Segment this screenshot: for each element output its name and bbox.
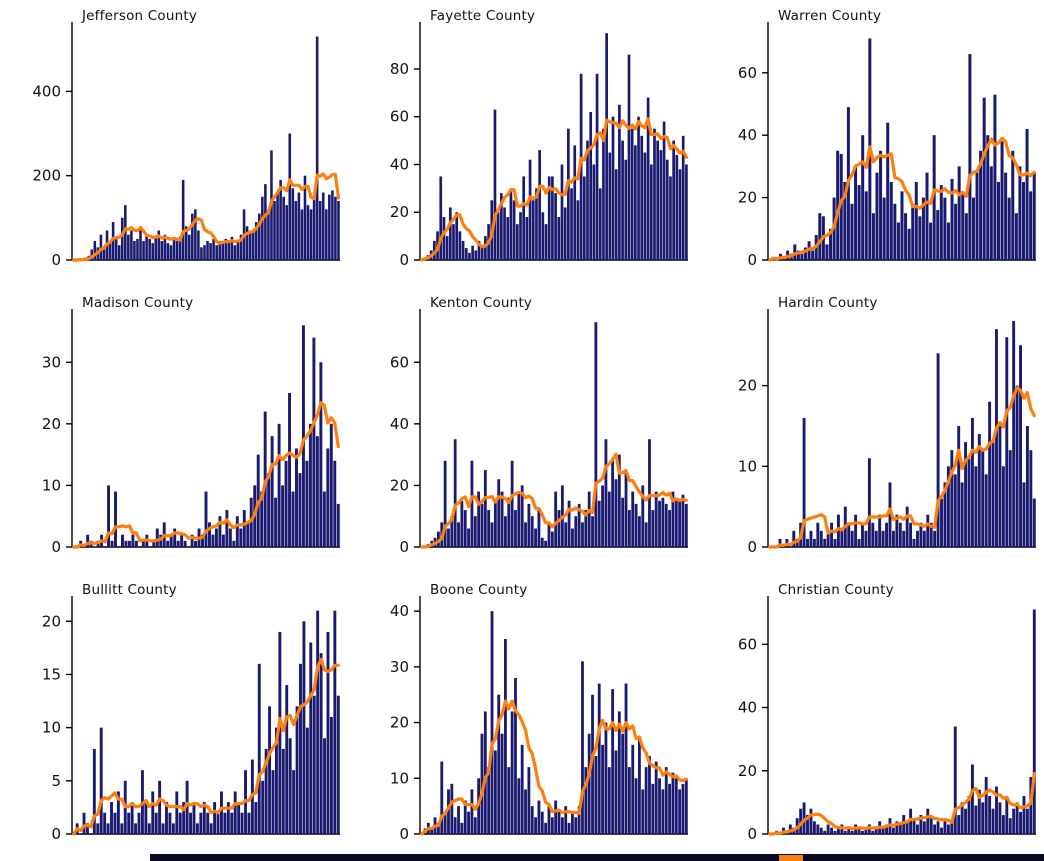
- y-tick-label: 0: [51, 538, 61, 556]
- y-tick-label: 0: [747, 251, 757, 269]
- chart-title: Jefferson County: [82, 8, 198, 24]
- chart-title: Fayette County: [430, 8, 536, 24]
- y-tick-label: 10: [390, 769, 409, 787]
- rolling-average-line: [419, 117, 688, 262]
- chart-canvas: 0 20 40 60: [390, 309, 688, 556]
- y-tick-label: 40: [738, 126, 757, 144]
- y-tick-label: 80: [390, 60, 409, 78]
- y-tick-label: 40: [390, 602, 409, 620]
- y-tick-label: 20: [390, 203, 409, 221]
- y-tick-label: 20: [42, 415, 61, 433]
- y-tick-label: 30: [390, 658, 409, 676]
- y-tick-label: 400: [32, 82, 61, 100]
- rolling-average-line: [72, 657, 340, 836]
- chart-title: Warren County: [778, 8, 882, 24]
- chart-title: Kenton County: [430, 295, 533, 311]
- chart-panel: 0 20 40 60 Christian County: [696, 574, 1044, 861]
- rolling-average-line: [71, 172, 341, 262]
- y-tick-label: 20: [390, 476, 409, 494]
- chart-panel: 0 20 40 60 Kenton County: [348, 287, 696, 574]
- chart-panel: 0 20 40 60 80 Fayette County: [348, 0, 696, 287]
- y-tick-label: 20: [738, 189, 757, 207]
- y-tick-label: 200: [32, 167, 61, 185]
- y-tick-label: 60: [738, 635, 757, 653]
- y-tick-label: 20: [42, 612, 61, 630]
- y-tick-label: 30: [42, 353, 61, 371]
- y-tick-label: 0: [51, 251, 61, 269]
- y-tick-label: 0: [399, 251, 409, 269]
- y-tick-label: 40: [738, 699, 757, 717]
- chart-panel: 0 10 20 30 40 Boone County: [348, 574, 696, 861]
- y-tick-label: 20: [390, 714, 409, 732]
- y-tick-label: 0: [399, 825, 409, 843]
- cropped-next-row-line: [779, 855, 803, 861]
- rolling-average-line: [420, 452, 688, 549]
- y-tick-label: 10: [738, 457, 757, 475]
- chart-canvas: 0 10 20 30: [42, 309, 340, 556]
- y-tick-label: 0: [399, 538, 409, 556]
- y-tick-label: 60: [390, 353, 409, 371]
- chart-panel: 0 200 400 Jefferson County: [0, 0, 348, 287]
- chart-canvas: 0 200 400: [32, 22, 341, 269]
- rolling-average-line: [768, 136, 1036, 262]
- y-tick-label: 10: [42, 476, 61, 494]
- chart-title: Madison County: [82, 295, 194, 311]
- y-tick-label: 0: [747, 825, 757, 843]
- chart-panel: 0 10 20 30 Madison County: [0, 287, 348, 574]
- chart-canvas: 0 5 10 15 20: [42, 596, 340, 843]
- y-tick-label: 40: [390, 155, 409, 173]
- chart-title: Christian County: [778, 582, 894, 598]
- rolling-average-line: [768, 386, 1036, 549]
- chart-panel: 0 20 40 60 Warren County: [696, 0, 1044, 287]
- y-tick-label: 40: [390, 415, 409, 433]
- y-tick-label: 60: [390, 108, 409, 126]
- rolling-average-line: [72, 401, 340, 549]
- rolling-average-line: [420, 699, 688, 836]
- y-tick-label: 0: [747, 538, 757, 556]
- y-tick-label: 0: [51, 825, 61, 843]
- chart-panel: 0 10 20 Hardin County: [696, 287, 1044, 574]
- rolling-average-line: [768, 771, 1036, 836]
- chart-title: Hardin County: [778, 295, 878, 311]
- y-tick-label: 5: [51, 772, 61, 790]
- y-tick-label: 15: [42, 665, 61, 683]
- chart-canvas: 0 20 40 60 80: [390, 22, 688, 269]
- chart-title: Boone County: [430, 582, 528, 598]
- y-tick-label: 20: [738, 762, 757, 780]
- chart-title: Bullitt County: [82, 582, 177, 598]
- chart-canvas: 0 10 20: [738, 309, 1036, 556]
- chart-canvas: 0 20 40 60: [738, 596, 1036, 843]
- y-tick-label: 20: [738, 377, 757, 395]
- chart-panel: 0 5 10 15 20 Bullitt County: [0, 574, 348, 861]
- chart-canvas: 0 10 20 30 40: [390, 596, 688, 843]
- chart-canvas: 0 20 40 60: [738, 22, 1036, 269]
- cropped-next-row-bars: [150, 854, 1044, 861]
- y-tick-label: 60: [738, 64, 757, 82]
- y-tick-label: 10: [42, 719, 61, 737]
